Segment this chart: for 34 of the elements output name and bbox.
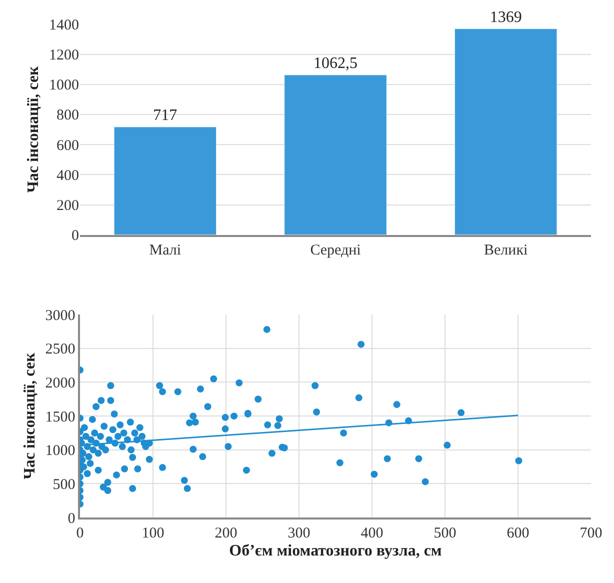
- y-tick-label: 600: [56, 138, 79, 154]
- x-tick-label: Великі: [484, 242, 528, 259]
- x-tick-label: Малі: [149, 242, 182, 259]
- y-tick-label: 800: [56, 108, 79, 124]
- x-tick-label: 500: [434, 525, 456, 542]
- y-tick-label: 0: [72, 228, 79, 244]
- y-tick-label: 200: [56, 198, 79, 214]
- x-tick-label: 300: [288, 525, 310, 542]
- y-tick-label: 3000: [45, 308, 76, 324]
- y-tick-label: 0: [68, 510, 76, 527]
- x-axis-title: Об’єм міоматозного вузла, см: [229, 542, 442, 560]
- y-tick-label: 1000: [45, 443, 76, 460]
- y-tick-label: 1400: [49, 17, 79, 34]
- y-tick-label: 500: [52, 476, 76, 493]
- data-label: 1369: [490, 8, 522, 26]
- y-tick-label: 1200: [49, 48, 79, 64]
- y-tick-label: 1500: [45, 409, 76, 426]
- y-tick-label: 2000: [45, 375, 76, 392]
- bar: [114, 126, 217, 235]
- x-tick-label: 700: [580, 525, 602, 542]
- y-axis-title: Час інсонації, сек: [24, 65, 42, 193]
- y-tick-label: 400: [56, 168, 79, 184]
- bar: [454, 28, 558, 235]
- y-tick-label: 2500: [45, 342, 76, 358]
- x-tick-label: 200: [214, 525, 238, 542]
- y-tick-label: 1000: [49, 78, 79, 94]
- y-axis-title: Час інсонації, сек: [22, 352, 39, 480]
- x-tick-label: Середні: [310, 242, 361, 259]
- data-label: 1062,5: [314, 54, 358, 72]
- x-tick-label: 100: [142, 525, 164, 542]
- x-tick-label: 600: [506, 525, 530, 542]
- data-label: 717: [153, 106, 178, 124]
- bar: [284, 74, 387, 235]
- x-tick-label: 400: [360, 525, 384, 542]
